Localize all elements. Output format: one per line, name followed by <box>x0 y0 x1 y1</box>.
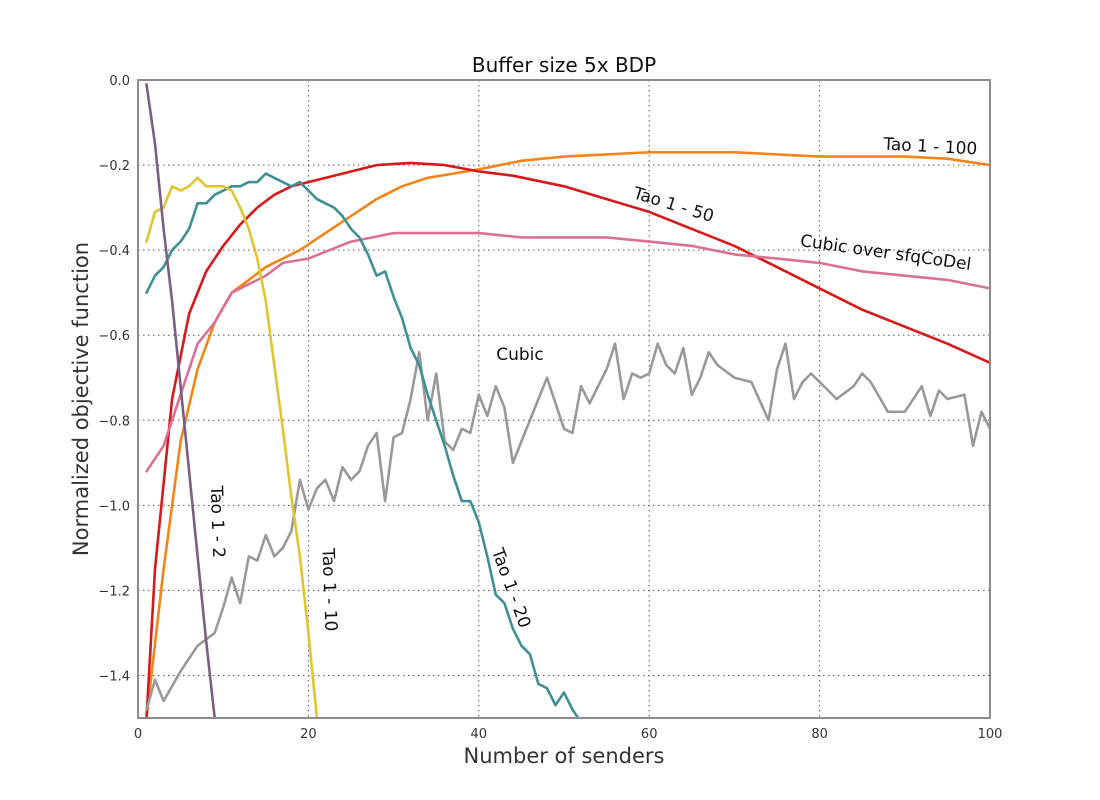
label-tao-1-10: Tao 1 - 10 <box>318 547 341 632</box>
x-tick-label: 0 <box>134 727 142 742</box>
y-tick-label: −1.2 <box>98 584 130 599</box>
series-line-cubic-over-sfqcodel <box>145 231 990 473</box>
series-layer <box>145 83 990 718</box>
y-axis-ticks: 0.0 −0.2 −0.4 −0.6 −0.8 −1.0 −1.2 −1.4 <box>98 74 130 684</box>
y-tick-label: 0.0 <box>109 74 130 89</box>
y-tick-label: −1.0 <box>98 499 130 514</box>
series-line-tao-1-2 <box>145 83 216 718</box>
series-line-tao-1-50 <box>145 161 990 718</box>
y-tick-label: −1.4 <box>98 669 130 684</box>
x-axis-ticks: 0 20 40 60 80 100 <box>134 727 1003 742</box>
label-tao-1-100: Tao 1 - 100 <box>882 135 978 160</box>
x-tick-label: 20 <box>300 727 317 742</box>
x-tick-label: 40 <box>471 727 488 742</box>
x-axis-title: Number of senders <box>464 744 665 768</box>
series-line-tao-1-10 <box>145 176 319 718</box>
x-tick-label: 100 <box>978 727 1003 742</box>
series-line-tao-1-20 <box>145 172 580 718</box>
y-axis-title: Normalized objective function <box>69 242 93 556</box>
x-tick-label: 80 <box>811 727 828 742</box>
x-tick-label: 60 <box>641 727 658 742</box>
label-tao-1-2: Tao 1 - 2 <box>206 484 229 558</box>
y-tick-label: −0.4 <box>98 244 130 259</box>
chart-title: Buffer size 5x BDP <box>472 53 656 77</box>
y-tick-label: −0.2 <box>98 159 130 174</box>
y-tick-label: −0.6 <box>98 329 130 344</box>
plot-frame <box>137 79 991 719</box>
grid-lines <box>138 80 990 718</box>
y-tick-label: −0.8 <box>98 414 130 429</box>
series-lines <box>145 83 990 718</box>
label-cubic: Cubic <box>496 345 544 365</box>
series-line-cubic <box>145 342 990 711</box>
